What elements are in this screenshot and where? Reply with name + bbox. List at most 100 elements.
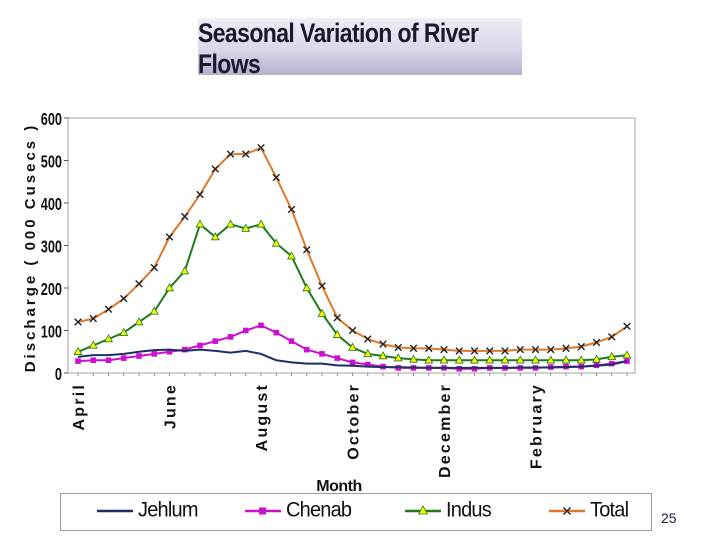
- data-point-indus: [485, 355, 495, 364]
- x-tick-label: February: [529, 383, 546, 469]
- legend-label-indus: Indus: [446, 498, 492, 522]
- data-point-total: [135, 279, 143, 288]
- data-point-chenab: [75, 358, 81, 364]
- data-point-total: [409, 344, 418, 353]
- legend: Jehlum Chenab Indus Total: [60, 493, 652, 531]
- legend-triangle-marker-icon: [405, 505, 441, 515]
- data-point-total: [470, 347, 479, 355]
- series-jehlum: [77, 348, 628, 369]
- data-point-indus: [515, 355, 525, 364]
- data-point-total: [455, 347, 464, 355]
- slide-title: Seasonal Variation of River Flows: [198, 17, 479, 79]
- data-point-chenab: [166, 348, 173, 355]
- data-point-total: [516, 345, 525, 354]
- data-point-total: [104, 305, 113, 314]
- data-point-indus: [576, 355, 586, 364]
- data-point-indus: [409, 354, 418, 363]
- data-point-indus: [226, 219, 235, 228]
- y-tick-label: 100: [41, 323, 63, 343]
- x-tick-label: April: [71, 383, 88, 430]
- legend-line-icon: [97, 509, 133, 513]
- data-point-indus: [561, 355, 571, 364]
- data-point-indus: [348, 342, 357, 351]
- data-point-indus: [210, 232, 220, 241]
- data-point-total: [89, 314, 98, 323]
- data-point-total: [607, 333, 616, 341]
- data-point-chenab: [288, 338, 295, 344]
- data-point-total: [302, 245, 311, 254]
- data-point-total: [623, 322, 631, 331]
- data-point-total: [394, 343, 403, 352]
- data-point-chenab: [334, 355, 341, 361]
- data-point-total: [241, 150, 250, 158]
- data-point-total: [119, 294, 128, 303]
- data-point-indus: [531, 355, 540, 364]
- x-tick-label: October: [346, 383, 363, 460]
- data-point-indus: [165, 283, 174, 292]
- data-point-chenab: [258, 322, 264, 329]
- y-tick-label: 200: [41, 280, 63, 300]
- page-number: 25: [661, 510, 677, 526]
- y-tick-label: 600: [41, 110, 63, 130]
- data-point-total: [196, 190, 204, 199]
- data-point-indus: [393, 353, 403, 362]
- data-point-chenab: [349, 359, 356, 366]
- data-point-total: [379, 340, 387, 348]
- data-point-total: [287, 205, 296, 214]
- data-point-chenab: [197, 342, 203, 349]
- data-point-total: [348, 326, 357, 335]
- y-tick-label: 300: [41, 238, 63, 258]
- data-point-indus: [241, 223, 251, 232]
- data-point-chenab: [105, 357, 112, 364]
- plot-area: [67, 117, 636, 374]
- data-point-indus: [378, 351, 388, 360]
- data-point-indus: [256, 219, 266, 228]
- series-indus: [73, 219, 632, 364]
- x-tick-label: December: [437, 383, 454, 478]
- data-point-indus: [622, 350, 632, 359]
- data-point-total: [257, 143, 265, 152]
- data-point-indus: [271, 238, 281, 247]
- data-point-total: [226, 150, 235, 158]
- data-point-total: [546, 345, 555, 354]
- data-point-total: [165, 233, 174, 241]
- data-point-total: [318, 282, 326, 290]
- legend-label-jehlum: Jehlum: [138, 498, 198, 522]
- data-point-total: [592, 338, 601, 347]
- data-point-indus: [134, 317, 144, 326]
- data-point-total: [577, 342, 586, 351]
- data-point-chenab: [364, 361, 371, 368]
- legend-x-marker-icon: [549, 507, 585, 515]
- data-point-chenab: [181, 346, 188, 353]
- data-point-total: [333, 313, 342, 322]
- series-line-jehlum: [77, 348, 628, 369]
- data-point-indus: [149, 306, 159, 315]
- legend-label-total: Total: [590, 498, 629, 522]
- data-point-total: [150, 263, 159, 272]
- data-point-chenab: [319, 351, 325, 357]
- data-point-total: [424, 344, 433, 353]
- data-point-indus: [73, 346, 83, 355]
- y-tick-label: 400: [41, 195, 63, 215]
- data-point-indus: [287, 251, 296, 260]
- data-point-chenab: [212, 338, 219, 344]
- data-point-total: [272, 173, 281, 182]
- data-point-indus: [470, 355, 479, 364]
- data-point-chenab: [136, 353, 142, 359]
- data-point-chenab: [303, 346, 310, 353]
- data-point-total: [363, 335, 372, 343]
- data-point-indus: [195, 219, 205, 228]
- data-point-indus: [88, 340, 98, 349]
- data-point-total: [180, 212, 189, 221]
- data-point-chenab: [151, 351, 158, 357]
- data-point-indus: [607, 352, 617, 361]
- data-point-indus: [104, 334, 113, 343]
- data-point-chenab: [227, 334, 234, 340]
- y-tick-label: 500: [41, 153, 63, 173]
- data-point-total: [562, 344, 570, 353]
- data-point-total: [485, 347, 494, 355]
- x-axis-label: Month: [316, 478, 361, 495]
- data-point-indus: [302, 283, 312, 292]
- data-point-chenab: [242, 327, 249, 334]
- data-point-indus: [546, 355, 556, 364]
